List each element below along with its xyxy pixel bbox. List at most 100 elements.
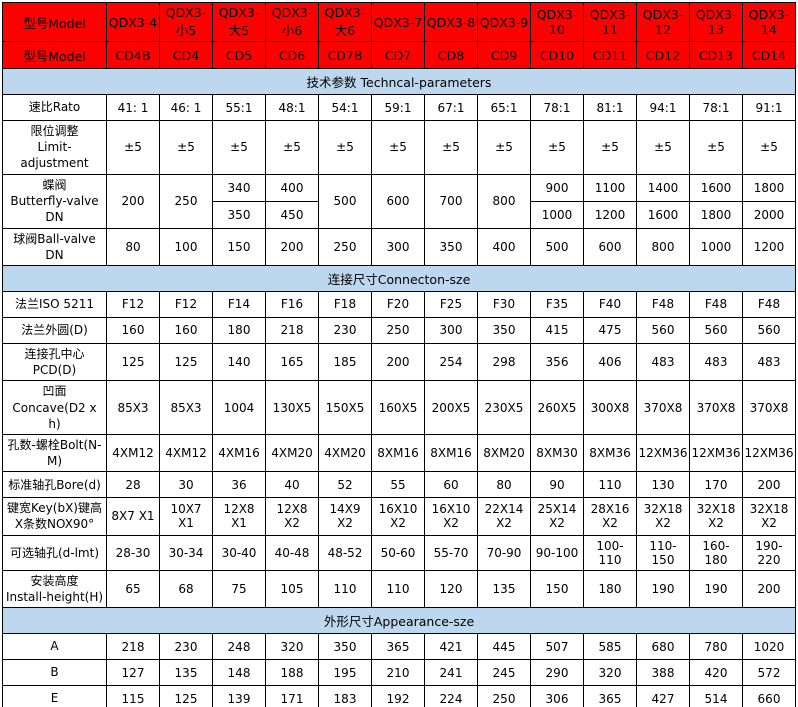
value-cell: 4XM16 xyxy=(212,433,266,473)
value-cell: 85X3 xyxy=(106,380,160,435)
value-cell: F12 xyxy=(106,290,160,318)
value-cell: 52 xyxy=(318,471,372,499)
value-cell: 370X8 xyxy=(689,380,743,435)
value-cell: 48:1 xyxy=(265,94,319,121)
value-cell: 4XM12 xyxy=(106,433,160,473)
value-cell: F12 xyxy=(159,290,213,318)
value-cell: 130 xyxy=(636,471,690,499)
value-cell: 91:1 xyxy=(742,94,796,121)
value-cell: 32X18 X2 xyxy=(742,497,796,536)
value-cell: 190-220 xyxy=(742,534,796,571)
value-cell: F30 xyxy=(477,290,531,318)
value-cell: 14X9 X2 xyxy=(318,497,372,536)
series-header-cell: CD6 xyxy=(265,41,319,69)
value-cell: 350 xyxy=(318,633,372,660)
value-cell: 560 xyxy=(742,316,796,344)
value-cell: 356 xyxy=(530,342,584,382)
value-cell: 200 xyxy=(265,227,319,266)
value-cell: 241 xyxy=(424,659,478,686)
section-row: 连接尺寸Connecton-sze xyxy=(2,264,796,292)
value-cell: 94:1 xyxy=(636,94,690,121)
value-cell: 780 xyxy=(689,633,743,660)
value-cell: 12X8 X1 xyxy=(212,497,266,536)
value-cell: 150X5 xyxy=(318,380,372,435)
value-cell: 415 xyxy=(530,316,584,344)
table-row: 法兰ISO 5211 F12 F12 F14 F16 F18 F20 F25 F30 F35 F40… xyxy=(2,290,796,318)
table-row: 可选轴孔(d-lmt) 28-30 30-34 30-40 40-48 48-52 50-6… xyxy=(2,534,796,571)
value-cell: 585 xyxy=(583,633,637,660)
value-subcell: 200 xyxy=(121,193,145,208)
model-header-cell: QDX3-小5 xyxy=(159,2,213,42)
value-cell: 230 xyxy=(159,633,213,660)
value-cell: 30-34 xyxy=(159,534,213,571)
value-cell: 680 xyxy=(636,633,690,660)
value-cell: 8XM16 xyxy=(371,433,425,473)
value-cell: 514 xyxy=(689,685,743,707)
value-cell: 171 xyxy=(265,685,319,707)
row-label: 球阀Ball-valve DN xyxy=(2,227,107,266)
value-cell: 560 xyxy=(689,316,743,344)
value-cell: 250 xyxy=(477,685,531,707)
value-subcell: 800 xyxy=(492,193,516,208)
value-cell: 12XM36 xyxy=(689,433,743,473)
table-row: 孔数-螺栓Bolt(N-M) 4XM12 4XM12 4XM16 4XM20 4XM20 8… xyxy=(2,433,796,473)
value-subcell: 1800 xyxy=(753,181,785,196)
value-cell: 1004 xyxy=(212,380,266,435)
value-cell: 500 xyxy=(318,173,372,229)
value-subcell: 1400 xyxy=(647,181,679,196)
value-cell: F20 xyxy=(371,290,425,318)
value-cell: 41: 1 xyxy=(106,94,160,121)
value-cell: 160X5 xyxy=(371,380,425,435)
table-row: A 218 230 248 320 350 365 421 445 507 585 680 780 102… xyxy=(2,633,796,660)
value-cell: 46: 1 xyxy=(159,94,213,121)
value-subcell: 250 xyxy=(174,193,198,208)
value-cell: 12XM36 xyxy=(742,433,796,473)
value-cell: 110 xyxy=(318,569,372,609)
value-cell: 150 xyxy=(212,227,266,266)
row-label: 法兰ISO 5211 xyxy=(2,290,107,318)
value-cell: ±5 xyxy=(371,120,425,175)
row-label: 键宽Key(bX)键高X条数NOX90° xyxy=(2,497,107,536)
value-cell: 125 xyxy=(159,342,213,382)
value-cell: 560 xyxy=(636,316,690,344)
value-cell: 78:1 xyxy=(530,94,584,121)
value-cell: 8XM16 xyxy=(424,433,478,473)
row-label: 速比Rato xyxy=(2,94,107,121)
value-cell: 75 xyxy=(212,569,266,609)
value-cell: 200 xyxy=(371,342,425,382)
value-subcell: 1800 xyxy=(690,201,742,227)
value-cell: 1600 1800 xyxy=(689,173,743,229)
section-title: 连接尺寸Connecton-sze xyxy=(2,264,796,292)
row-label: 蝶阀 Butterfly-valve DN xyxy=(2,173,107,229)
row-label: 凹面 Concave(D2 x h) xyxy=(2,380,107,435)
value-cell: 350 xyxy=(424,227,478,266)
model-header-cell: QDX3-12 xyxy=(636,2,690,42)
value-cell: 120 xyxy=(424,569,478,609)
value-cell: 350 xyxy=(477,316,531,344)
table-row: E 115 125 139 171 183 192 224 250 306 365 427 514 660 xyxy=(2,685,796,707)
value-cell: 110-150 xyxy=(636,534,690,571)
section-title: 技术参数 Techncal-parameters xyxy=(2,68,796,95)
series-header-cell: CD8 xyxy=(424,41,478,69)
value-cell: 70-90 xyxy=(477,534,531,571)
value-cell: 127 xyxy=(106,659,160,686)
value-cell: 65 xyxy=(106,569,160,609)
value-cell: ±5 xyxy=(689,120,743,175)
value-cell: 100-110 xyxy=(583,534,637,571)
series-header-cell: CD9 xyxy=(477,41,531,69)
value-cell: 139 xyxy=(212,685,266,707)
value-subcell: 340 xyxy=(227,181,251,196)
value-cell: 180 xyxy=(583,569,637,609)
value-cell: ±5 xyxy=(106,120,160,175)
row-label: E xyxy=(2,685,107,707)
value-cell: 600 xyxy=(583,227,637,266)
value-cell: 40 xyxy=(265,471,319,499)
model-header-cell: QDX3-8 xyxy=(424,2,478,42)
value-cell: 400 450 xyxy=(265,173,319,229)
value-cell: 140 xyxy=(212,342,266,382)
value-subcell: 1200 xyxy=(584,201,636,227)
value-subcell: 1600 xyxy=(700,181,732,196)
value-cell: 1400 1600 xyxy=(636,173,690,229)
